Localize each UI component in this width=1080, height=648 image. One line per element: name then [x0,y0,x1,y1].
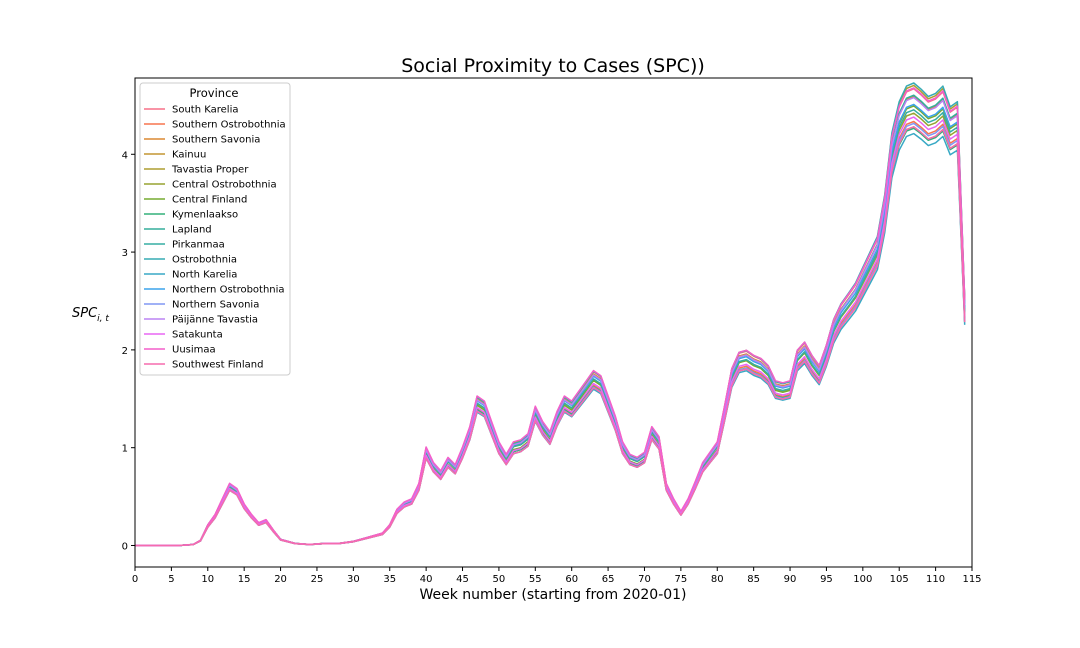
x-tick-label: 55 [529,574,542,585]
legend-label: Satakunta [172,330,223,341]
x-tick-label: 25 [311,574,324,585]
y-axis-label-main: SPC [72,306,98,321]
x-tick-label: 30 [347,574,360,585]
x-tick-label: 60 [565,574,578,585]
legend: Province South Karelia Southern Ostroboth… [139,82,291,376]
legend-label: Southern Savonia [172,135,260,146]
series-layer [135,82,966,547]
y-tick-label: 1 [122,444,128,455]
legend-label: Kymenlaakso [172,210,238,221]
y-axis-label-subscript: i, t [97,314,109,324]
legend-label: Lapland [172,225,212,236]
legend-label: Central Finland [172,195,247,206]
x-tick-label: 70 [638,574,651,585]
x-axis-ticks: 0 5 10 15 20 25 30 35 40 45 50 55 60 65 70 75 80 85 90 95 10… [132,567,982,585]
x-tick-label: 45 [456,574,469,585]
x-tick-label: 105 [890,574,909,585]
legend-label: Kainuu [172,150,206,161]
x-tick-label: 85 [747,574,760,585]
y-axis-ticks: 0 1 2 3 4 [122,150,135,552]
x-tick-label: 95 [820,574,833,585]
series-line-18 [135,126,966,547]
legend-label: North Karelia [172,270,237,281]
x-tick-label: 40 [420,574,433,585]
legend-label: Päijänne Tavastia [172,315,258,326]
legend-label: Central Ostrobothnia [172,180,277,191]
legend-label: Ostrobothnia [172,255,237,266]
y-axis-label: SPCi, t [72,306,109,324]
legend-items: South Karelia Southern Ostrobothnia Southe… [144,105,286,371]
legend-label: Pirkanmaa [172,240,225,251]
y-tick-label: 4 [122,150,128,161]
x-tick-label: 10 [201,574,214,585]
x-tick-label: 35 [383,574,396,585]
legend-title: Province [190,86,239,100]
x-tick-label: 100 [853,574,872,585]
x-tick-label: 75 [675,574,688,585]
x-tick-label: 110 [926,574,945,585]
legend-box [139,82,291,376]
chart-title: Social Proximity to Cases (SPC)) [401,55,705,77]
legend-label: Southwest Finland [172,360,263,371]
x-tick-label: 80 [711,574,724,585]
y-tick-label: 3 [122,248,128,259]
x-tick-label: 20 [274,574,287,585]
legend-label: Southern Ostrobothnia [172,120,286,131]
plot-frame [134,77,973,568]
legend-label: Tavastia Proper [171,165,249,176]
legend-label: Northern Ostrobothnia [172,285,285,296]
x-tick-label: 90 [784,574,797,585]
x-tick-label: 15 [238,574,251,585]
x-tick-label: 115 [962,574,981,585]
x-tick-label: 0 [132,574,138,585]
x-axis-label: Week number (starting from 2020-01) [419,587,686,603]
x-tick-label: 50 [493,574,506,585]
y-tick-label: 0 [122,541,128,552]
x-tick-label: 65 [602,574,615,585]
x-tick-label: 5 [168,574,174,585]
legend-label: Uusimaa [172,345,216,356]
legend-label: Northern Savonia [172,300,259,311]
y-tick-label: 2 [122,346,128,357]
legend-label: South Karelia [172,105,238,116]
